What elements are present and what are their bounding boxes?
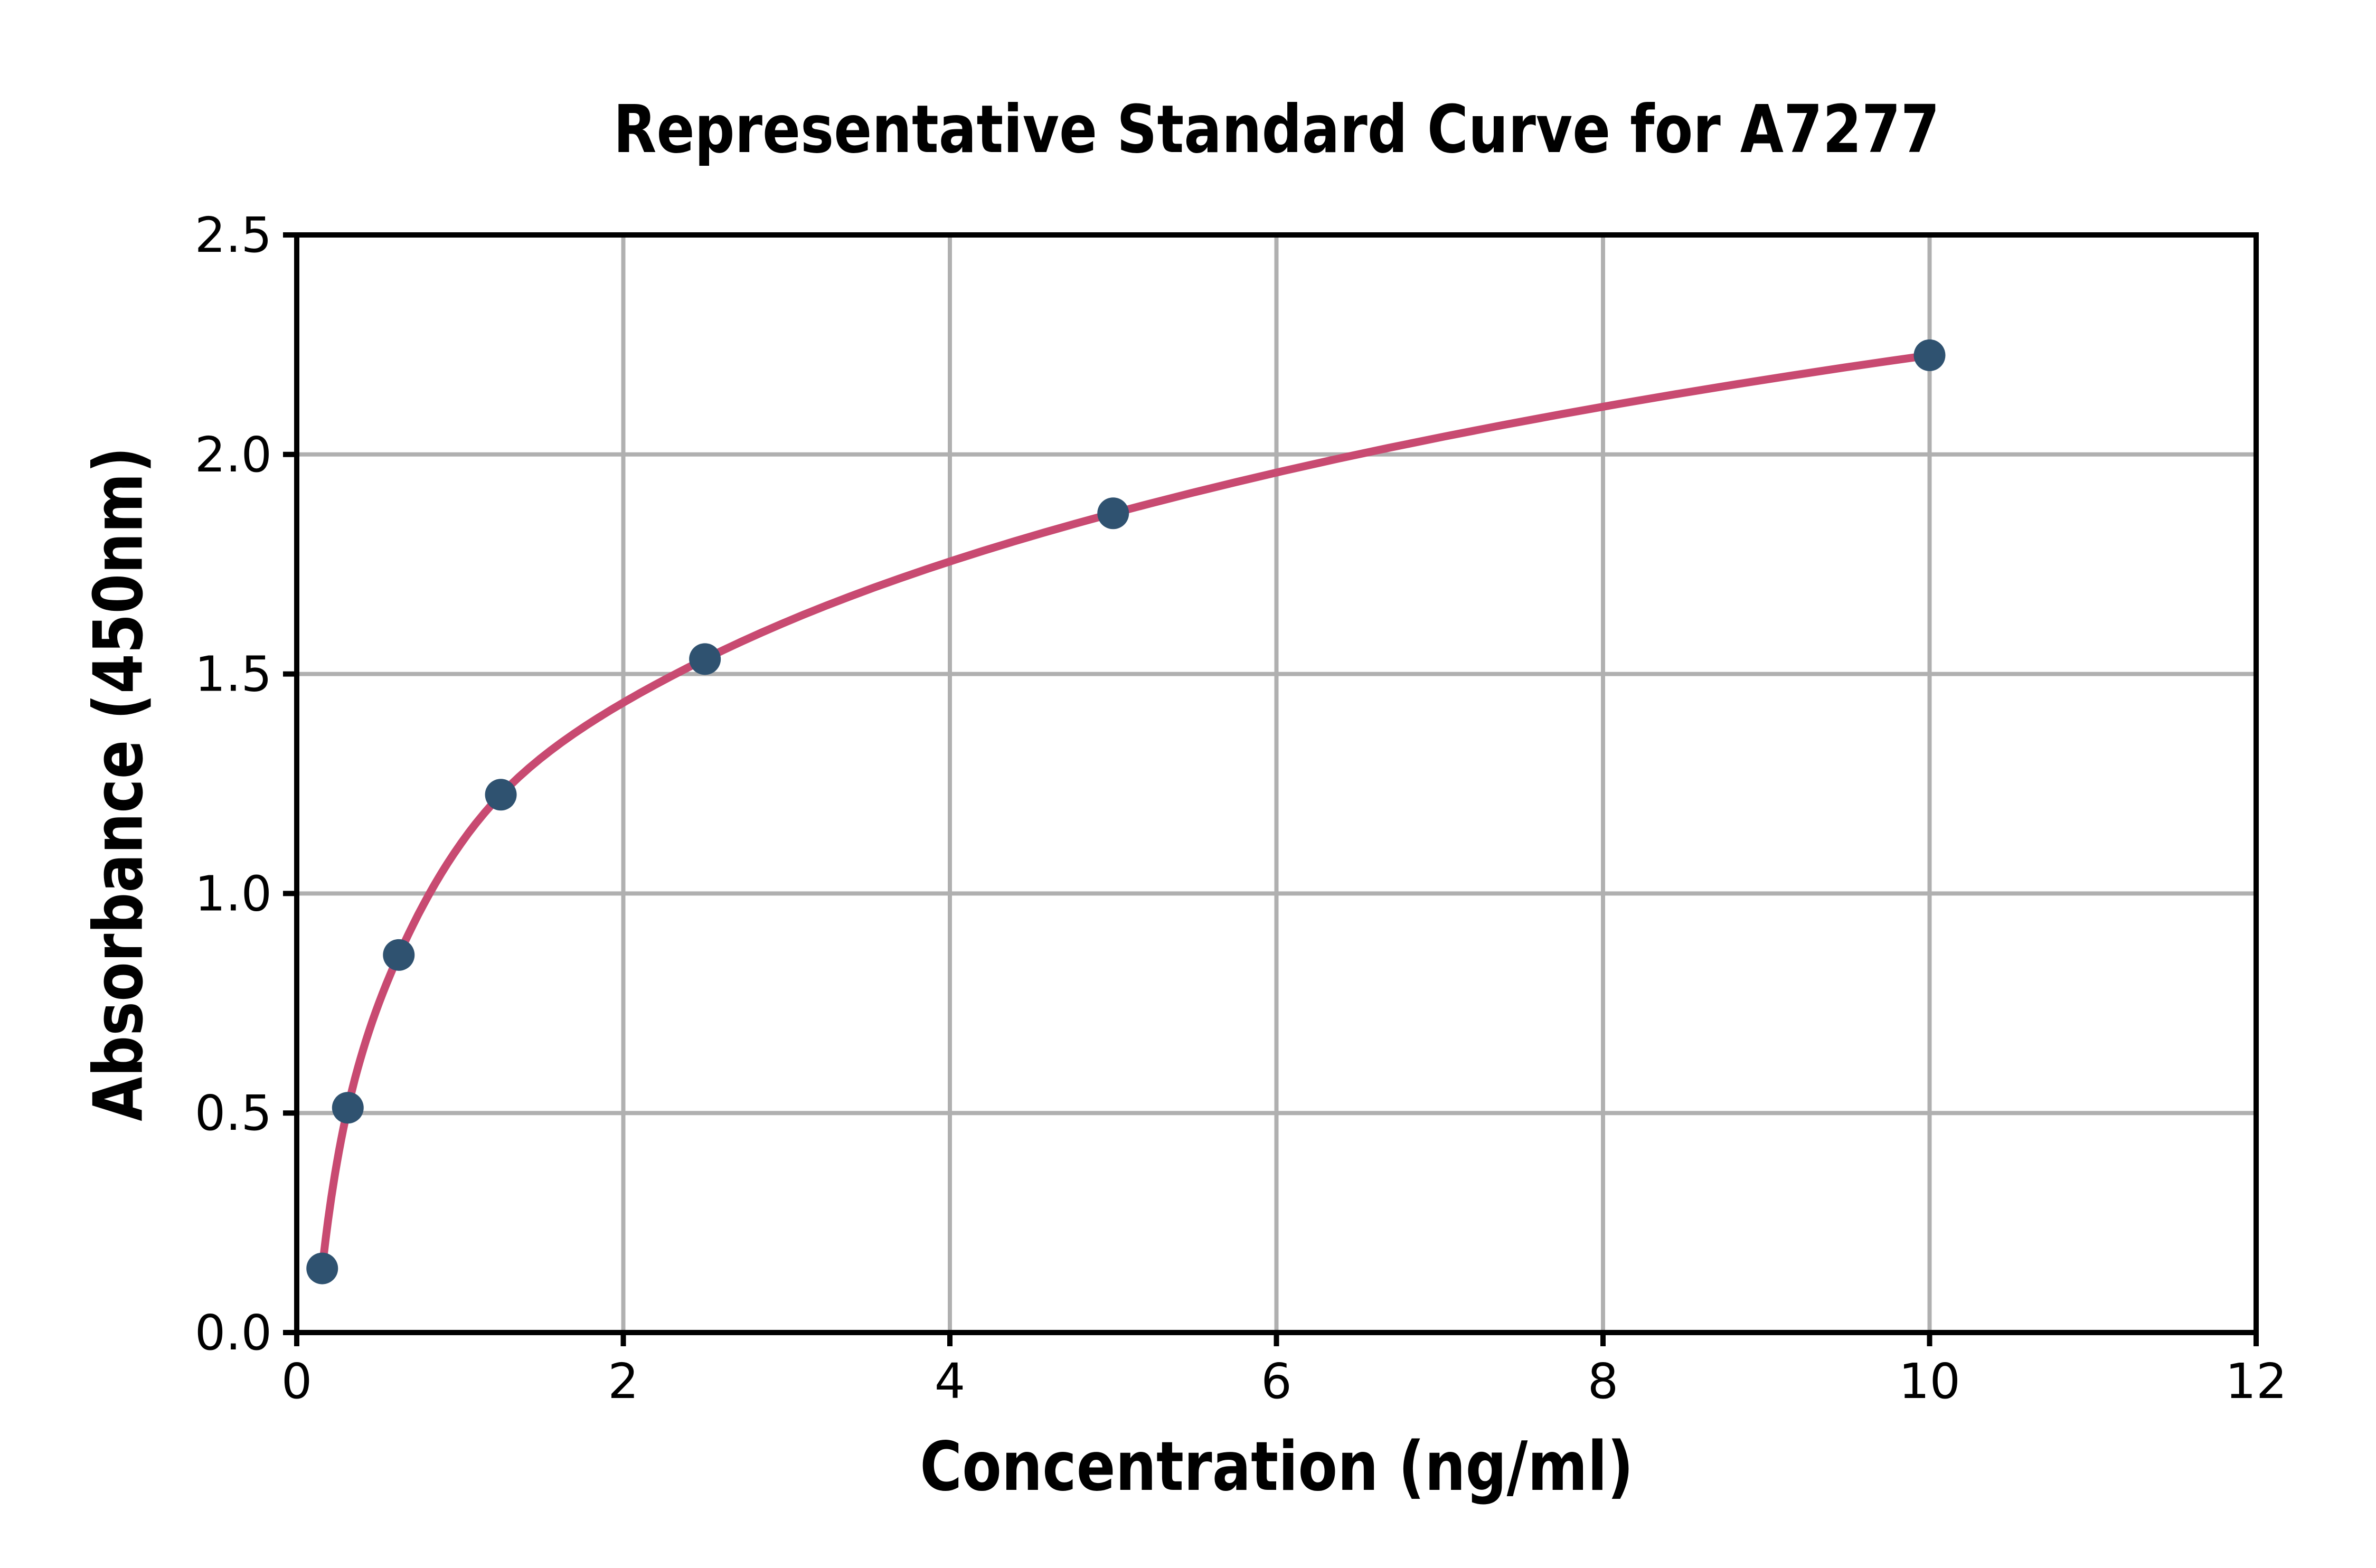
y-axis-label-text: Absorbance (450nm)	[79, 447, 158, 1121]
x-tick-label: 6	[1261, 1353, 1292, 1410]
data-point	[383, 939, 415, 971]
y-tick-label: 2.5	[195, 207, 272, 263]
y-tick-label: 0.0	[195, 1305, 272, 1361]
x-tick-label: 0	[281, 1353, 313, 1410]
y-tick-label: 1.0	[195, 865, 272, 922]
data-point	[1913, 339, 1946, 371]
x-tick-label: 2	[608, 1353, 639, 1410]
y-tick-label: 2.0	[195, 427, 272, 483]
x-tick-label: 4	[935, 1353, 966, 1410]
y-tick-label: 1.5	[195, 646, 272, 703]
data-point	[689, 643, 721, 675]
x-axis-label: Concentration (ng/ml)	[297, 1428, 2256, 1506]
data-point	[1097, 497, 1129, 530]
x-tick-label: 12	[2225, 1353, 2287, 1410]
x-tick-label: 8	[1588, 1353, 1619, 1410]
x-tick-label: 10	[1899, 1353, 1960, 1410]
x-axis-label-text: Concentration (ng/ml)	[919, 1428, 1634, 1506]
y-axis-label: Absorbance (450nm)	[79, 235, 158, 1333]
chart-title-text: Representative Standard Curve for A7277	[613, 91, 1940, 168]
y-tick-label: 0.5	[195, 1085, 272, 1141]
data-point	[485, 779, 517, 811]
data-point	[306, 1252, 338, 1284]
chart-title: Representative Standard Curve for A7277	[297, 91, 2256, 168]
data-point	[332, 1092, 364, 1124]
